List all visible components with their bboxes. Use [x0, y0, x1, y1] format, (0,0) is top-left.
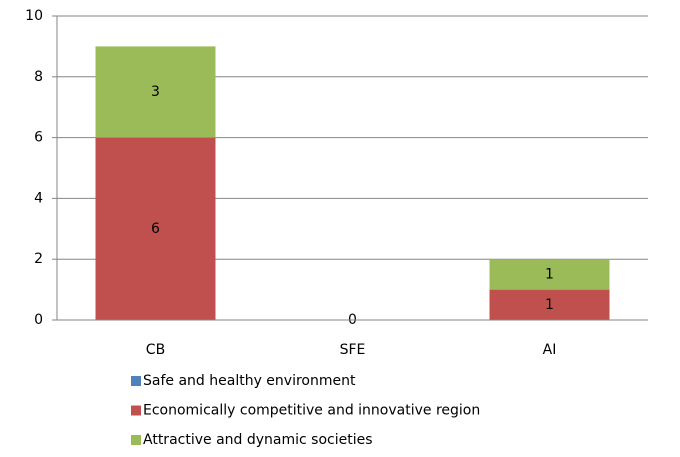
y-tick-label: 4	[34, 190, 43, 206]
legend-swatch	[131, 405, 141, 416]
y-tick-label: 2	[34, 251, 43, 267]
y-tick-label: 8	[34, 69, 43, 85]
x-tick-label: SFE	[340, 342, 366, 358]
legend-label: Attractive and dynamic societies	[143, 432, 373, 448]
bar-segment	[95, 137, 216, 320]
data-label: 3	[151, 84, 160, 100]
legend-swatch	[131, 376, 141, 386]
legend-swatch	[131, 435, 141, 445]
bar-segment	[95, 46, 216, 138]
x-tick-label: AI	[543, 342, 557, 358]
bar-segment	[489, 289, 610, 320]
bar-segment	[489, 259, 610, 290]
y-tick-label: 10	[25, 8, 43, 24]
x-tick-label: CB	[146, 342, 165, 358]
y-tick-label: 0	[34, 312, 43, 328]
y-tick-label: 6	[34, 130, 43, 146]
data-label: 6	[151, 221, 160, 237]
legend-label: Safe and healthy environment	[143, 373, 356, 389]
data-label: 1	[545, 297, 554, 313]
data-label: 1	[545, 266, 554, 282]
legend-label: Economically competitive and innovative …	[143, 403, 480, 419]
